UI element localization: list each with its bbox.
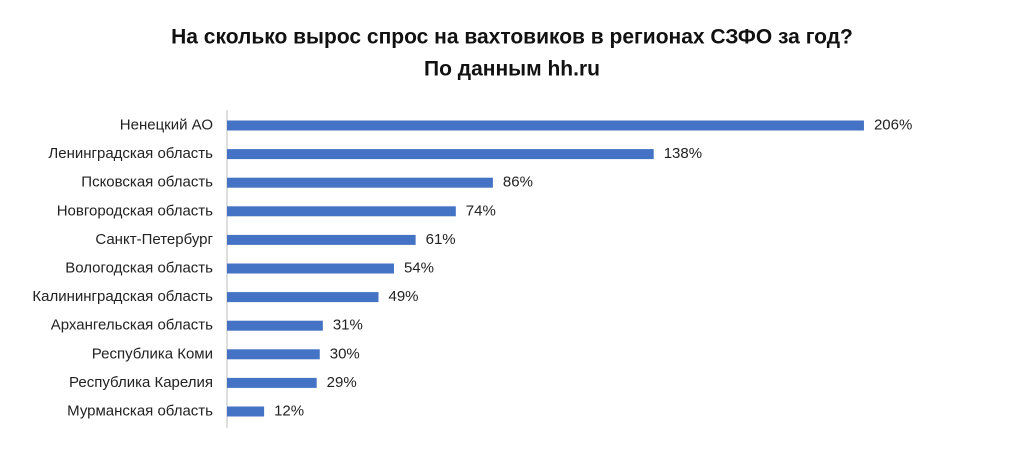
value-label: 138%: [664, 145, 702, 162]
value-label: 54%: [404, 259, 434, 276]
value-label: 49%: [389, 288, 419, 305]
bar: [227, 406, 265, 417]
bar: [227, 177, 493, 188]
category-label: Новгородская область: [57, 202, 213, 219]
value-label: 74%: [466, 202, 496, 219]
value-label: 29%: [327, 374, 357, 391]
bar: [227, 377, 317, 388]
category-label: Вологодская область: [65, 259, 213, 276]
value-label: 61%: [426, 231, 456, 248]
chart-title: На сколько вырос спрос на вахтовиков в р…: [171, 26, 853, 49]
value-label: 30%: [330, 345, 360, 362]
category-label: Калининградская область: [32, 288, 213, 305]
category-label: Мурманская область: [67, 402, 213, 419]
category-label: Ленинградская область: [48, 145, 213, 162]
bar: [227, 120, 864, 131]
category-label: Архангельская область: [51, 317, 213, 334]
category-label: Республика Коми: [92, 345, 213, 362]
bar: [227, 292, 379, 303]
value-label: 31%: [333, 317, 363, 334]
bar: [227, 234, 416, 245]
bar: [227, 263, 394, 274]
value-label: 86%: [503, 174, 533, 191]
chart-subtitle: По данным hh.ru: [424, 58, 600, 81]
value-label: 206%: [874, 116, 912, 133]
category-label: Ненецкий АО: [120, 116, 213, 133]
category-label: Республика Карелия: [69, 374, 213, 391]
bar: [227, 206, 456, 217]
category-label: Псковская область: [81, 174, 213, 191]
value-label: 12%: [274, 402, 304, 419]
bar: [227, 320, 323, 331]
category-label: Санкт-Петербург: [95, 231, 213, 248]
bar: [227, 349, 320, 360]
bar: [227, 149, 654, 160]
